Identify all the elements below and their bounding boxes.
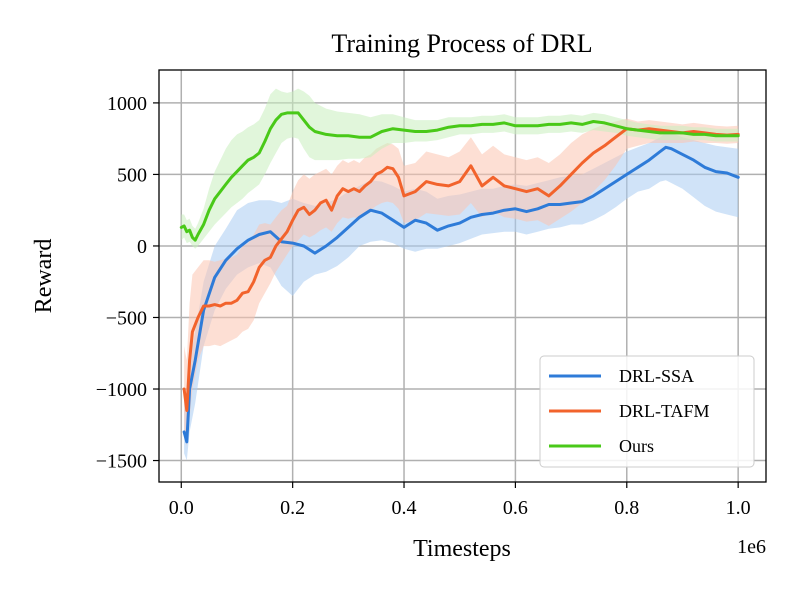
y-tick-label: −500 (106, 307, 147, 329)
legend: DRL-SSA DRL-TAFM Ours (539, 355, 755, 468)
x-tick-label: 0.2 (280, 497, 305, 519)
y-axis: −1500 −1000 −500 0 500 1000 (96, 93, 159, 473)
x-tick-label: 1.0 (726, 497, 751, 519)
series-lines (179, 111, 740, 444)
legend-label-drl-ssa: DRL-SSA (619, 366, 694, 386)
drl-tafm-line (182, 127, 740, 412)
x-tick-label: 0.6 (503, 497, 528, 519)
y-tick-label: 1000 (107, 93, 147, 115)
chart-title: Training Process of DRL (331, 29, 592, 58)
x-tick-label: 0.4 (392, 497, 417, 519)
x-axis-title: Timesteps (413, 536, 511, 562)
y-tick-label: 500 (117, 164, 147, 186)
y-tick-label: −1500 (96, 451, 147, 473)
ours-band (181, 88, 739, 249)
drl-ssa-line (182, 145, 740, 444)
legend-label-ours: Ours (619, 436, 654, 456)
plot-frame (158, 69, 767, 483)
x-axis: 0.0 0.2 0.4 0.6 0.8 1.0 (169, 482, 751, 519)
legend-box (539, 355, 755, 468)
x-axis-offset-label: 1e6 (737, 536, 766, 558)
y-axis-title: Reward (31, 239, 57, 314)
legend-label-drl-tafm: DRL-TAFM (619, 401, 710, 421)
y-tick-label: −1000 (96, 379, 147, 401)
x-tick-label: 0.0 (169, 497, 194, 519)
x-tick-label: 0.8 (614, 497, 639, 519)
y-tick-label: 0 (137, 236, 147, 258)
ours-line (179, 111, 740, 242)
